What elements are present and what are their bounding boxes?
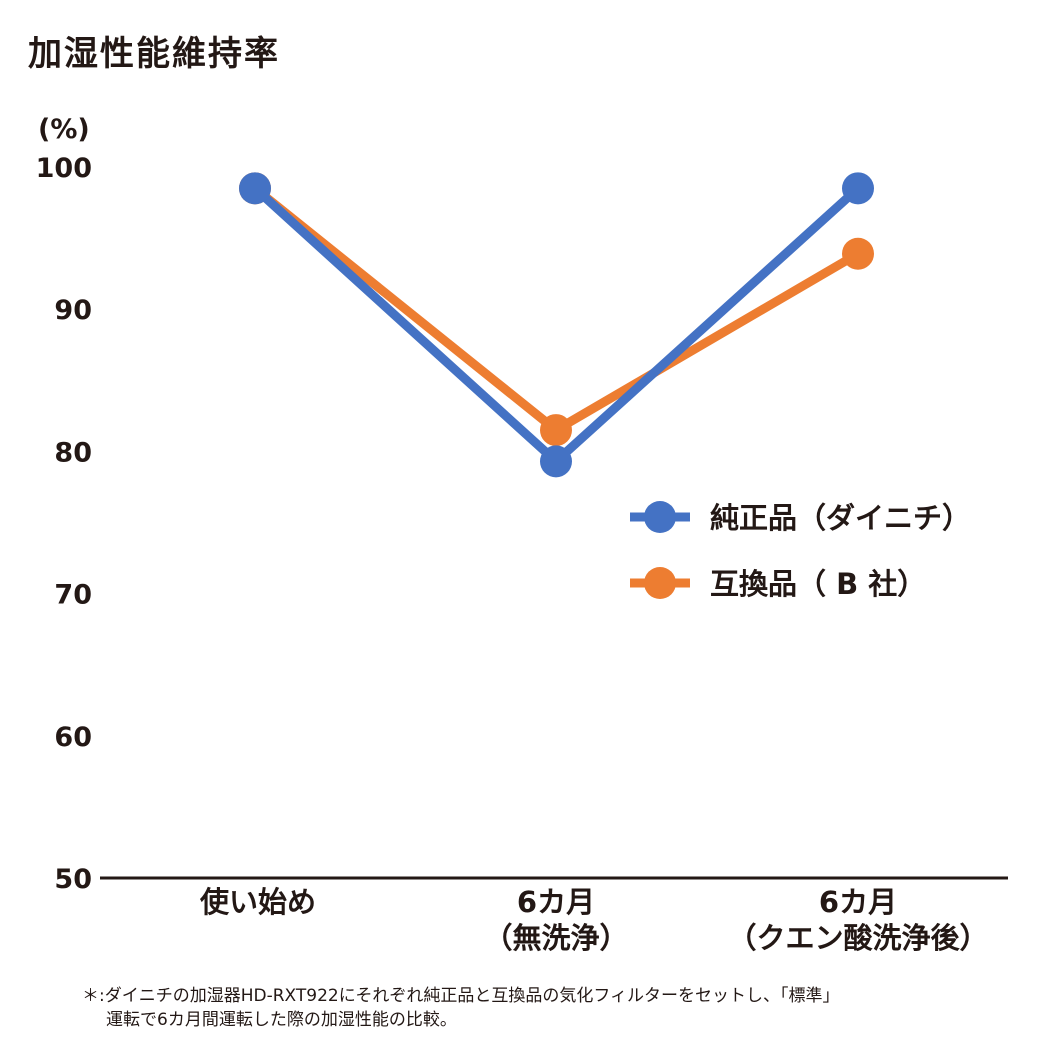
x-tick-label: 使い始め xyxy=(199,885,316,919)
data-point xyxy=(540,414,572,447)
x-tick-label: 6カ月 xyxy=(819,885,897,919)
series-line xyxy=(252,184,861,435)
y-tick-label: 50 xyxy=(54,864,92,895)
legend-label: 互換品（ B 社） xyxy=(710,567,926,601)
data-point xyxy=(842,237,874,270)
y-tick-label: 60 xyxy=(54,722,92,753)
legend-label: 純正品（ダイニチ） xyxy=(710,501,971,535)
y-tick-label: 90 xyxy=(54,295,92,326)
legend-marker xyxy=(644,501,676,533)
x-tick-label: （無洗浄） xyxy=(483,921,628,955)
x-tick-label: 6カ月 xyxy=(517,885,595,919)
y-tick-label: 70 xyxy=(54,580,92,611)
data-point xyxy=(842,172,874,205)
footnote-line-1: ＊:ダイニチの加湿器HD-RXT922にそれぞれ純正品と互換品の気化フィルターを… xyxy=(82,986,840,1006)
footnote: ＊:ダイニチの加湿器HD-RXT922にそれぞれ純正品と互換品の気化フィルターを… xyxy=(82,984,840,1032)
y-axis-label: (%) xyxy=(38,114,90,145)
data-point xyxy=(239,172,271,205)
y-tick-label: 100 xyxy=(36,153,92,184)
chart-title: 加湿性能維持率 xyxy=(28,34,280,74)
legend-marker xyxy=(644,567,676,599)
x-tick-label: （クエン酸洗浄後） xyxy=(727,921,988,955)
y-tick-label: 80 xyxy=(54,437,92,468)
footnote-line-2: 運転で6カ月間運転した際の加湿性能の比較。 xyxy=(106,1010,457,1030)
data-point xyxy=(540,445,572,478)
